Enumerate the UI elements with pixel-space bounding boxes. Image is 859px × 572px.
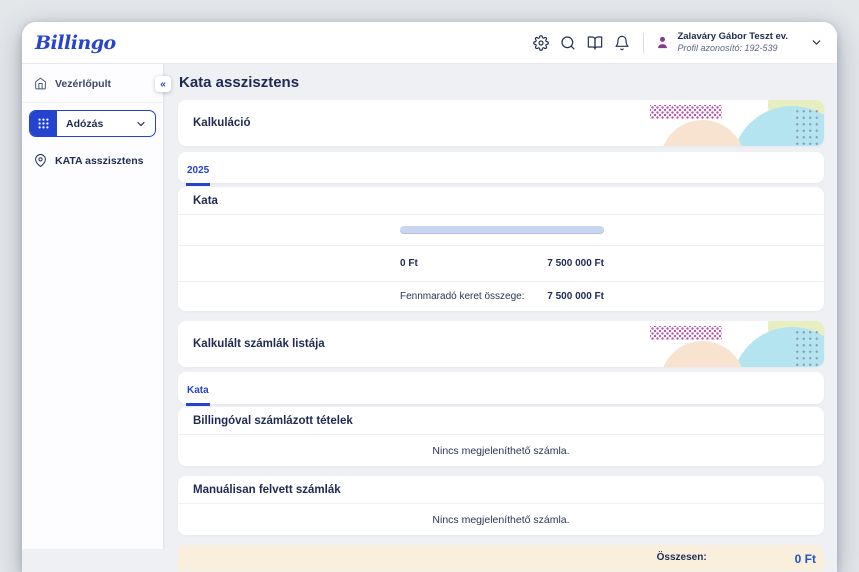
calculated-invoices-card: Kalkulált számlák listája — [178, 321, 824, 367]
page-title: Kata asszisztens — [179, 74, 300, 91]
sidebar-item-label: KATA asszisztens — [55, 154, 144, 167]
empty-message: Nincs megjeleníthető számla. — [432, 513, 570, 526]
billingo-invoices-card: Billingóval számlázott tételek Nincs meg… — [178, 407, 824, 466]
module-select-adozas[interactable]: Adózás — [29, 110, 156, 137]
calculated-invoices-title: Kalkulált számlák listája — [193, 338, 325, 350]
main-content: Kata asszisztens Kalkuláció 2025 Kata — [164, 64, 837, 571]
year-tabs: 2025 — [178, 152, 824, 186]
calculation-card-title: Kalkuláció — [193, 117, 251, 129]
manual-invoices-empty-row: Nincs megjeleníthető számla. — [178, 503, 824, 535]
total-value: 0 Ft — [794, 552, 816, 566]
grid-icon — [30, 111, 57, 136]
sidebar-divider — [22, 102, 163, 103]
kata-progress-row — [178, 214, 824, 245]
sidebar-item-dashboard[interactable]: Vezérlőpult — [22, 64, 163, 102]
manual-invoices-title: Manuálisan felvett számlák — [193, 484, 341, 496]
billingo-logo[interactable]: Billingo — [35, 31, 116, 54]
kata-remaining-label: Fennmaradó keret összege: — [400, 291, 525, 302]
book-icon[interactable] — [587, 35, 603, 51]
profile-menu[interactable]: Zalaváry Gábor Teszt ev. Profil azonosít… — [655, 31, 823, 54]
top-bar: Billingo Zalaváry Gábor Teszt ev. Profil… — [22, 22, 837, 64]
top-bar-actions: Zalaváry Gábor Teszt ev. Profil azonosít… — [522, 31, 823, 54]
sidebar-collapse-button[interactable]: « — [155, 76, 171, 92]
search-icon[interactable] — [560, 35, 576, 51]
user-avatar-icon — [658, 36, 668, 49]
decorative-pattern — [648, 321, 824, 367]
kata-remaining-row: Fennmaradó keret összege: 7 500 000 Ft — [178, 281, 824, 311]
decorative-pattern — [648, 100, 824, 146]
calculation-card: Kalkuláció — [178, 100, 824, 146]
total-label: Összesen: — [656, 552, 707, 563]
chevron-down-icon — [812, 40, 821, 45]
empty-message: Nincs megjeleníthető számla. — [432, 444, 570, 457]
kata-limit-amount: 7 500 000 Ft — [547, 258, 604, 269]
kata-remaining-value: 7 500 000 Ft — [547, 291, 604, 302]
manual-invoices-card: Manuálisan felvett számlák Nincs megjele… — [178, 476, 824, 535]
sidebar-item-label: Vezérlőpult — [55, 77, 112, 90]
kata-summary-card: Kata 0 Ft 7 500 000 Ft Fennmaradó keret … — [178, 187, 824, 311]
kata-progress-bar — [400, 226, 604, 234]
sidebar-item-kata-asszisztens[interactable]: KATA asszisztens — [22, 143, 163, 178]
sidebar: Vezérlőpult Adózás KATA asszisztens « — [22, 64, 171, 549]
pin-icon — [35, 154, 46, 167]
total-bar: Összesen: 0 Ft — [178, 545, 824, 571]
billingo-invoices-empty-row: Nincs megjeleníthető számla. — [178, 434, 824, 466]
chevron-down-icon — [137, 121, 145, 126]
kata-used-amount: 0 Ft — [400, 258, 418, 269]
user-name: Zalaváry Gábor Teszt ev. — [677, 30, 788, 42]
settings-icon[interactable] — [533, 34, 550, 51]
tab-kata[interactable]: Kata — [186, 385, 210, 406]
app-window: Billingo Zalaváry Gábor Teszt ev. Profil… — [22, 22, 837, 572]
user-info: Zalaváry Gábor Teszt ev. Profil azonosít… — [677, 31, 788, 54]
user-profile-id: Profil azonosító: 192-539 — [677, 42, 778, 53]
invoice-list-tabs: Kata — [178, 372, 824, 406]
top-bar-divider — [643, 32, 645, 53]
app-body: Vezérlőpult Adózás KATA asszisztens « Ka… — [22, 64, 837, 571]
billingo-invoices-title: Billingóval számlázott tételek — [193, 415, 353, 427]
module-select-value: Adózás — [66, 117, 104, 130]
tab-2025[interactable]: 2025 — [186, 165, 211, 186]
home-icon — [35, 77, 46, 90]
kata-section-title: Kata — [193, 195, 218, 207]
kata-values-row: 0 Ft 7 500 000 Ft — [178, 245, 824, 281]
bell-icon[interactable] — [614, 35, 630, 51]
